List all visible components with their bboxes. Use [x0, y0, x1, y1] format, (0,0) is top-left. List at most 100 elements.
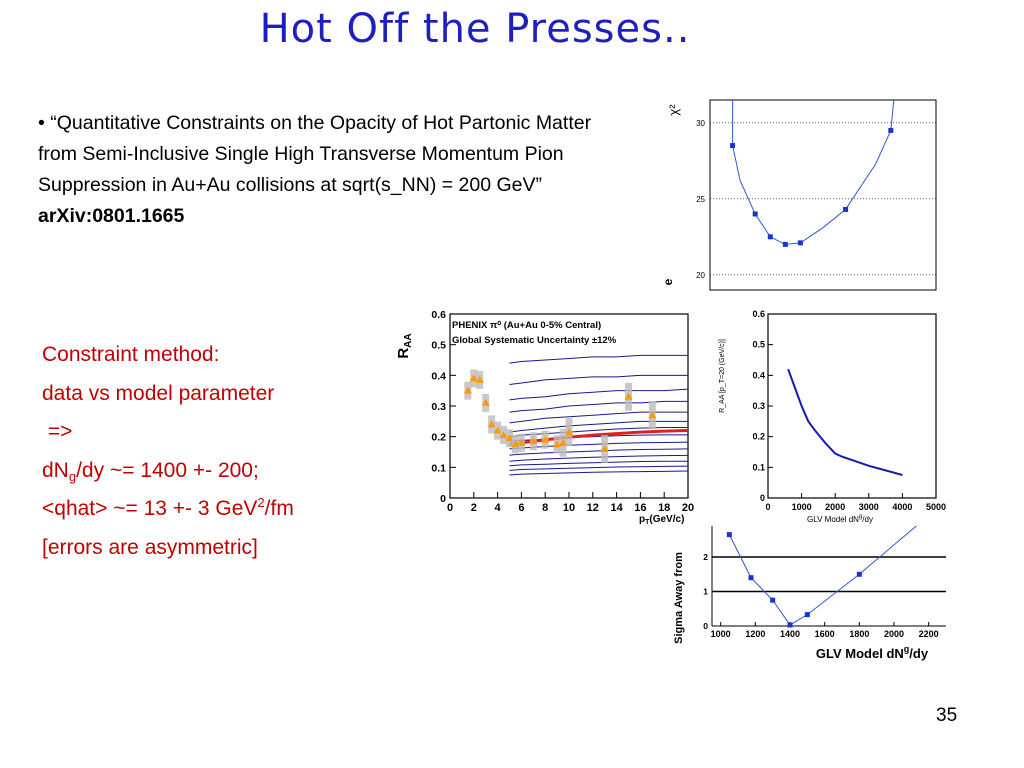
- raa-model-curve: [509, 400, 688, 413]
- raa-xtick: 12: [587, 502, 599, 514]
- dn-subscript: g: [68, 468, 77, 484]
- sigma-xtick: 1600: [815, 629, 835, 639]
- sigma-xtick: 2000: [884, 629, 904, 639]
- sigma-away-chart: Sigma Away from GLV Model dNg/dy 0 1 2 1000…: [673, 526, 946, 661]
- sigma-curve: [728, 526, 918, 626]
- raa20-xlabel: GLV Model dNg/dy: [807, 514, 873, 524]
- method-line-1: Constraint method:: [42, 343, 220, 366]
- raa-data-point: [499, 431, 508, 439]
- raa-xtick: 6: [518, 502, 524, 514]
- chi2-point: [752, 211, 758, 217]
- sigma-point: [787, 622, 793, 628]
- raa20-ytick: 0.6: [752, 309, 765, 319]
- chi2-point: [767, 234, 773, 240]
- raa20-xtick: 5000: [926, 502, 946, 512]
- raa-ytick: 0.2: [431, 432, 446, 444]
- sigma-xtick: 1000: [711, 629, 731, 639]
- raa-ytick: 0: [440, 493, 446, 505]
- chi2-ytick: 25: [696, 195, 705, 204]
- raa-xtick: 16: [634, 502, 646, 514]
- raa-model-curve: [509, 448, 689, 456]
- raa20-ytick: 0.1: [752, 462, 765, 472]
- raa-data-point: [493, 426, 502, 434]
- raa-xtick: 0: [447, 502, 453, 514]
- chi2-point: [797, 240, 803, 246]
- raa-xlabel: pT(GeV/c): [639, 514, 684, 526]
- raa-data-point: [648, 411, 657, 419]
- raa-best-fit-curve: [509, 429, 689, 446]
- chi2-point: [782, 241, 788, 247]
- raa-ylabel: RAA: [395, 333, 414, 358]
- chi2-series: [730, 100, 895, 247]
- raa-data-point: [553, 440, 562, 448]
- sigma-point: [770, 597, 776, 603]
- sigma-point: [804, 612, 810, 618]
- raa-data-point: [511, 440, 520, 448]
- raa-model-curve: [509, 426, 688, 438]
- raa-data-point: [475, 375, 484, 383]
- dn-text: dN: [42, 458, 69, 482]
- raa-data-point: [529, 437, 538, 445]
- qhat-unit: /fm: [264, 497, 294, 520]
- raa-model-curve: [509, 354, 688, 364]
- chi2-curve: [732, 100, 895, 245]
- raa-xtick: 18: [658, 502, 670, 514]
- raa-data-point: [481, 398, 490, 406]
- raa-ytick: 0.1: [431, 462, 446, 474]
- page-number: 35: [936, 705, 958, 726]
- method-line-4: dNg/dy ~= 1400 +- 200;: [42, 452, 402, 491]
- raa-model-curve: [509, 470, 689, 476]
- raa20-curve: [787, 368, 903, 476]
- raa20-xtick: 0: [765, 502, 770, 512]
- chi2-axis-label: χ²: [666, 104, 681, 116]
- raa-pt-chart: RAA PHENIX π⁰ (Au+Au 0-5% Central) Globa…: [395, 309, 694, 526]
- dn-value: /dy ~= 1400 +- 200;: [76, 458, 259, 482]
- raa20-xtick: 3000: [859, 502, 879, 512]
- method-line-3: =>: [42, 420, 73, 443]
- raa-xtick: 2: [471, 502, 477, 514]
- raa-model-curve: [509, 374, 688, 386]
- chi2-point: [888, 127, 894, 133]
- chi2-axis-label-extra: e: [661, 278, 675, 285]
- raa-model-curve: [509, 388, 689, 401]
- sigma-xtick: 1400: [780, 629, 800, 639]
- sigma-ytick: 1: [703, 587, 708, 597]
- chi2-ytick: 30: [696, 119, 705, 128]
- raa-data-point: [517, 438, 526, 446]
- raa20-ytick: 0.3: [752, 401, 765, 411]
- raa20-xtick: 4000: [892, 502, 912, 512]
- method-line-6: [errors are asymmetric]: [42, 535, 258, 559]
- raa-xtick: 14: [610, 502, 623, 514]
- sigma-point: [726, 532, 732, 538]
- raa-data-point: [600, 444, 609, 452]
- chi2-chart: χ² e 20 25 30: [661, 99, 937, 291]
- qhat-text: <qhat> ~= 13 +- 3 GeV: [42, 497, 258, 520]
- raa-model-curve: [509, 454, 689, 462]
- chi2-frame: [709, 99, 937, 291]
- slide-title: Hot Off the Presses..: [259, 6, 691, 52]
- raa-data-point: [463, 386, 472, 394]
- raa20-ylabel: R_AA [p_T=20 (GeV/c)]: [719, 339, 726, 413]
- raa20-ytick: 0: [760, 493, 765, 503]
- raa-data-point: [469, 374, 478, 382]
- raa-xtick: 20: [682, 502, 694, 514]
- raa-model-curve: [509, 434, 688, 442]
- raa20-ytick: 0.4: [752, 370, 765, 380]
- raa-data-point: [487, 420, 496, 428]
- raa20-ytick: 0.5: [752, 340, 765, 350]
- citation-text: “Quantitative Constraints on the Opacity…: [38, 112, 592, 196]
- raa-data-point: [565, 428, 573, 436]
- method-line-2: data vs model parameter: [42, 381, 275, 405]
- raa-model-curve: [509, 411, 688, 424]
- constraint-method-block: Constraint method: data vs model paramet…: [42, 336, 402, 567]
- raa-xtick: 10: [563, 502, 575, 514]
- raa-ytick: 0.6: [431, 309, 446, 321]
- chi2-point: [730, 143, 736, 149]
- arxiv-id: arXiv:0801.1665: [38, 205, 185, 227]
- sigma-xtick: 1800: [849, 629, 869, 639]
- raa20-xtick: 1000: [792, 502, 812, 512]
- raa-data-point: [624, 392, 633, 400]
- raa-model-curve: [509, 465, 689, 471]
- raa-data-point: [505, 434, 514, 442]
- raa-ytick: 0.5: [431, 340, 446, 352]
